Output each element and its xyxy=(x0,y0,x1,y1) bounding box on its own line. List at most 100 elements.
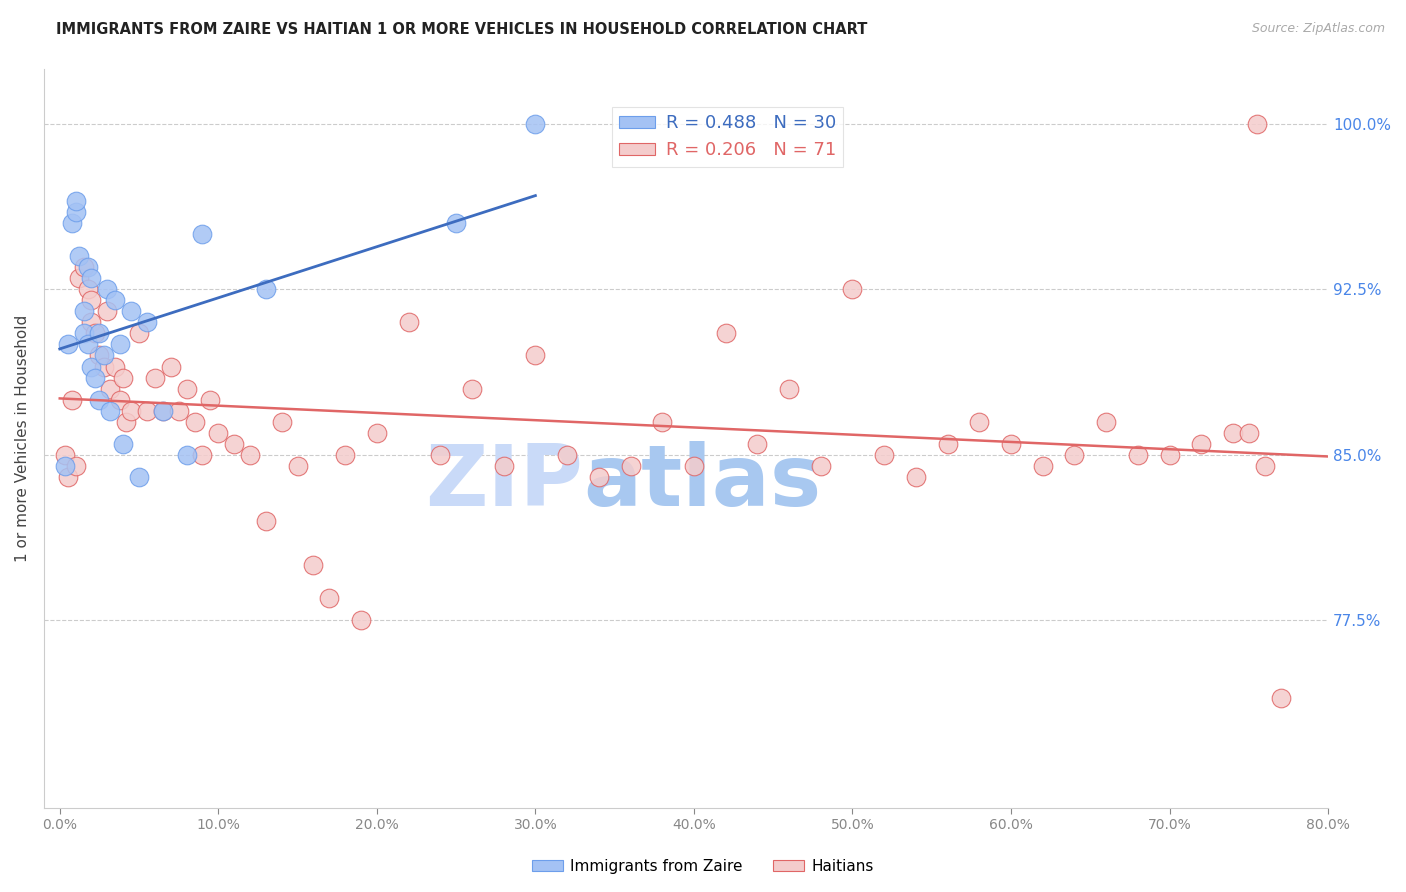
Point xyxy=(429,448,451,462)
Point xyxy=(1254,458,1277,473)
Point xyxy=(89,392,111,407)
Point xyxy=(207,425,229,440)
Point xyxy=(841,282,863,296)
Point xyxy=(350,613,373,627)
Point xyxy=(77,282,100,296)
Point xyxy=(1032,458,1054,473)
Point xyxy=(89,349,111,363)
Point xyxy=(167,403,190,417)
Point xyxy=(80,315,103,329)
Point xyxy=(1159,448,1181,462)
Point xyxy=(651,415,673,429)
Point xyxy=(333,448,356,462)
Point xyxy=(93,349,115,363)
Point xyxy=(714,326,737,341)
Point xyxy=(77,260,100,275)
Point xyxy=(873,448,896,462)
Point xyxy=(96,282,118,296)
Text: Source: ZipAtlas.com: Source: ZipAtlas.com xyxy=(1251,22,1385,36)
Y-axis label: 1 or more Vehicles in Household: 1 or more Vehicles in Household xyxy=(15,315,30,562)
Point xyxy=(969,415,991,429)
Point xyxy=(136,403,159,417)
Point xyxy=(287,458,309,473)
Point xyxy=(53,458,76,473)
Point xyxy=(239,448,262,462)
Point xyxy=(444,216,467,230)
Point xyxy=(778,382,800,396)
Point xyxy=(112,437,135,451)
Point xyxy=(72,326,94,341)
Point xyxy=(128,470,150,484)
Point xyxy=(96,304,118,318)
Point xyxy=(65,458,87,473)
Point xyxy=(100,403,122,417)
Point xyxy=(318,591,340,606)
Point xyxy=(65,205,87,219)
Point xyxy=(67,249,90,263)
Point xyxy=(83,326,105,341)
Point xyxy=(120,403,142,417)
Point xyxy=(492,458,515,473)
Point xyxy=(115,415,138,429)
Point xyxy=(200,392,222,407)
Point xyxy=(152,403,174,417)
Text: IMMIGRANTS FROM ZAIRE VS HAITIAN 1 OR MORE VEHICLES IN HOUSEHOLD CORRELATION CHA: IMMIGRANTS FROM ZAIRE VS HAITIAN 1 OR MO… xyxy=(56,22,868,37)
Point xyxy=(461,382,484,396)
Point xyxy=(1237,425,1260,440)
Point xyxy=(72,304,94,318)
Point xyxy=(191,227,214,241)
Text: atlas: atlas xyxy=(583,442,821,524)
Point xyxy=(53,448,76,462)
Point xyxy=(80,271,103,285)
Point xyxy=(176,448,198,462)
Point xyxy=(100,382,122,396)
Point xyxy=(619,458,641,473)
Point xyxy=(366,425,388,440)
Point xyxy=(77,337,100,351)
Point xyxy=(936,437,959,451)
Point xyxy=(62,216,84,230)
Point xyxy=(104,293,127,308)
Point xyxy=(136,315,159,329)
Point xyxy=(747,437,769,451)
Point xyxy=(89,326,111,341)
Point xyxy=(80,359,103,374)
Point xyxy=(72,260,94,275)
Point xyxy=(1126,448,1149,462)
Point xyxy=(108,337,131,351)
Point xyxy=(1095,415,1118,429)
Point xyxy=(524,117,547,131)
Point xyxy=(1222,425,1244,440)
Point xyxy=(65,194,87,208)
Point xyxy=(83,370,105,384)
Point xyxy=(270,415,292,429)
Point xyxy=(524,349,547,363)
Point xyxy=(224,437,246,451)
Point xyxy=(143,370,166,384)
Text: ZIP: ZIP xyxy=(426,442,583,524)
Point xyxy=(159,359,181,374)
Point xyxy=(588,470,610,484)
Point xyxy=(1000,437,1022,451)
Point xyxy=(254,514,277,528)
Point xyxy=(302,558,325,573)
Point xyxy=(67,271,90,285)
Point xyxy=(128,326,150,341)
Point xyxy=(398,315,420,329)
Point xyxy=(108,392,131,407)
Point xyxy=(80,293,103,308)
Point xyxy=(120,304,142,318)
Point xyxy=(1189,437,1212,451)
Point xyxy=(1246,117,1268,131)
Legend: R = 0.488   N = 30, R = 0.206   N = 71: R = 0.488 N = 30, R = 0.206 N = 71 xyxy=(612,107,844,167)
Point xyxy=(93,359,115,374)
Point xyxy=(1270,690,1292,705)
Point xyxy=(1063,448,1085,462)
Point xyxy=(176,382,198,396)
Point xyxy=(112,370,135,384)
Point xyxy=(62,392,84,407)
Point xyxy=(152,403,174,417)
Point xyxy=(555,448,578,462)
Point xyxy=(904,470,927,484)
Point xyxy=(254,282,277,296)
